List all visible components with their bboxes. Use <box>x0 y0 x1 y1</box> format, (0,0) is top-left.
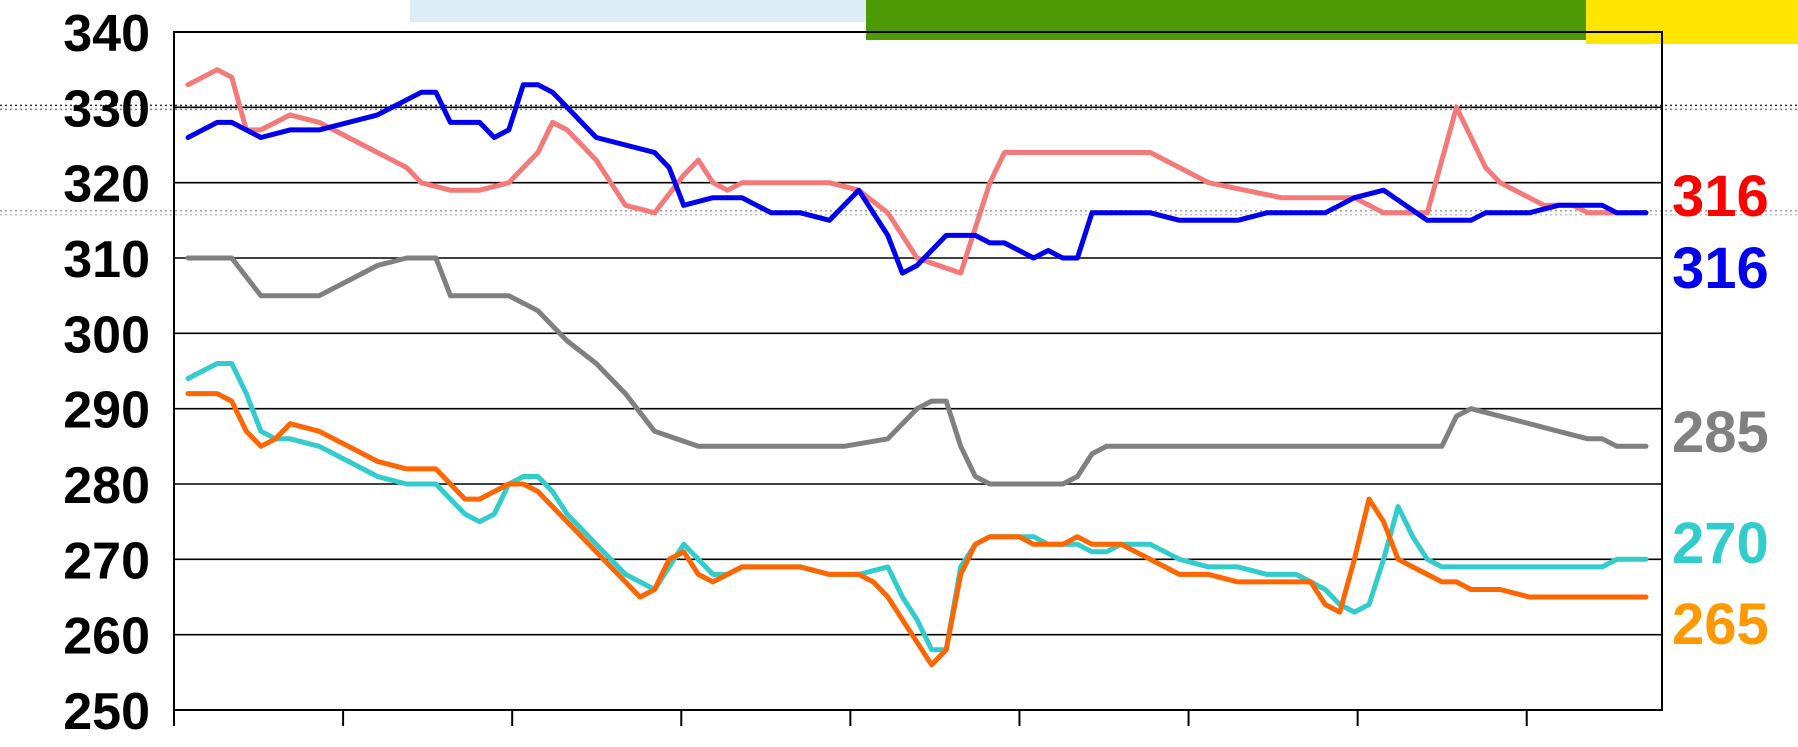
y-tick-label: 290 <box>63 382 150 440</box>
series-end-label: 285 <box>1672 400 1769 465</box>
gridlines <box>174 106 1662 636</box>
series-line-2 <box>185 82 1649 276</box>
background-band-3 <box>1586 0 1798 44</box>
series-line-1 <box>185 67 1649 276</box>
background-band-1 <box>410 0 870 22</box>
y-tick-label: 250 <box>63 683 150 741</box>
background-bands <box>410 0 1798 44</box>
y-axis-ticks: 340 330 320 310 300 290 280 270 260 250 <box>63 5 150 741</box>
y-tick-label: 260 <box>63 608 150 666</box>
end-labels: 316 316 285 270 265 <box>1672 164 1769 657</box>
y-tick-label: 300 <box>63 306 150 364</box>
series-line-4 <box>185 361 1649 653</box>
axes <box>173 31 1663 711</box>
y-tick-label: 270 <box>63 532 150 590</box>
y-tick-label: 280 <box>63 457 150 515</box>
series-line-3 <box>185 255 1649 487</box>
plot-frame <box>173 31 1663 711</box>
series-end-label: 316 <box>1672 164 1769 229</box>
y-tick-label: 320 <box>63 156 150 214</box>
series-end-label: 270 <box>1672 511 1769 576</box>
y-tick-label: 310 <box>63 231 150 289</box>
series-lines <box>185 67 1649 668</box>
series-end-label: 265 <box>1672 592 1769 657</box>
series-line-5 <box>185 391 1649 668</box>
x-axis-ticks <box>173 710 1528 726</box>
y-tick-label: 330 <box>63 80 150 138</box>
background-band-2 <box>866 0 1586 40</box>
series-end-label: 316 <box>1672 236 1769 301</box>
y-tick-label: 340 <box>63 5 150 63</box>
